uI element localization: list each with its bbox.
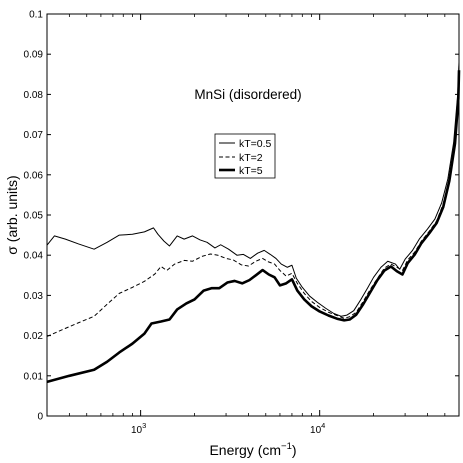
y-tick-label: 0.03 (24, 291, 44, 302)
y-tick-label: 0.09 (24, 50, 44, 61)
legend: kT=0.5 kT=2 kT=5 (214, 133, 276, 179)
chart-annotation: MnSi (disordered) (194, 87, 301, 102)
y-tick-label: 0.04 (24, 251, 44, 262)
y-tick-label: 0.02 (24, 331, 44, 342)
y-ticks: 0 0.01 0.02 0.03 0.04 0.05 0.06 0.07 0.08 0.09 0.1 (24, 10, 459, 423)
y-tick-label: 0.07 (24, 130, 44, 141)
y-tick-label: 0 (37, 412, 43, 423)
legend-label-kT5: kT=5 (239, 165, 263, 177)
y-tick-label: 0.1 (29, 10, 43, 21)
y-tick-label: 0.01 (24, 371, 44, 382)
x-tick-label: 104 (310, 421, 325, 436)
x-ticks: 103 104 (46, 14, 460, 436)
series-line-0 (46, 62, 460, 317)
legend-label-kT2: kT=2 (239, 152, 263, 164)
y-tick-label: 0.05 (24, 211, 44, 222)
series-line-1 (46, 64, 460, 337)
legend-label-kT0.5: kT=0.5 (239, 138, 272, 150)
y-axis-label: σ (arb. units) (4, 175, 20, 254)
x-axis-label: Energy (cm−1) (209, 441, 296, 458)
y-tick-label: 0.08 (24, 90, 44, 101)
series-layer (46, 62, 461, 384)
x-tick-label: 103 (131, 421, 146, 436)
plot-frame (46, 13, 460, 417)
y-tick-label: 0.06 (24, 170, 44, 181)
series-line-2 (46, 70, 461, 384)
